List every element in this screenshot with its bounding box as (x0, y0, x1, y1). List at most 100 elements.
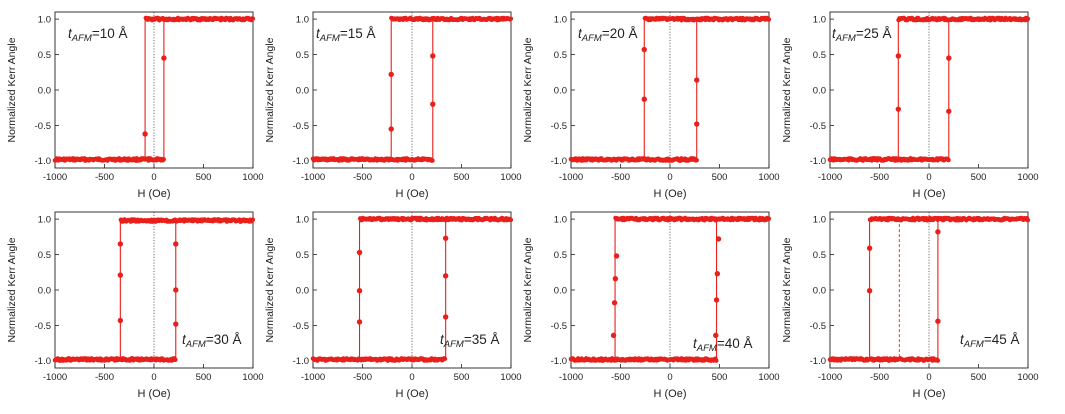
y-axis-label: Normalized Kerr Angle (781, 37, 793, 142)
y-tick-label: -1.0 (293, 156, 309, 167)
transition-point (117, 272, 124, 278)
transition-point (715, 236, 722, 242)
y-tick-label: 0.5 (296, 250, 309, 261)
thickness-label: tAFM=30 Å (182, 332, 241, 350)
transition-point (610, 332, 617, 339)
transition-point (442, 235, 449, 241)
x-tick-label: 0 (926, 172, 931, 183)
x-tick-label: 500 (971, 172, 987, 183)
transition-point (173, 287, 179, 293)
transition-point (430, 53, 436, 59)
data-point (442, 356, 448, 362)
x-tick-label: 0 (409, 172, 414, 183)
transition-point (895, 53, 902, 59)
y-tick-label: 0.0 (38, 285, 51, 296)
y-tick-label: -1.0 (35, 156, 51, 167)
transition-point (388, 126, 394, 132)
x-tick-label: -500 (870, 172, 889, 183)
panel-4: -1000 -500 0 500 1000 -1.0 -0.5 0.0 0.5 1.0 H (Oe)… (781, 11, 1039, 200)
x-tick-label: -500 (611, 172, 630, 183)
y-tick-label: 1.0 (38, 214, 51, 225)
y-tick-label: -1.0 (810, 356, 826, 367)
panel-3: -1000 -500 0 500 1000 -1.0 -0.5 0.0 0.5 1.0 H (Oe)… (522, 11, 780, 200)
y-tick-label: 0.0 (296, 285, 309, 296)
y-tick-label: 1.0 (813, 14, 826, 25)
transition-point (356, 319, 363, 325)
transition-point (895, 106, 902, 112)
transition-point (641, 46, 647, 53)
transition-point (442, 273, 449, 279)
thickness-label: tAFM=25 Å (832, 26, 891, 44)
x-tick-label: 1000 (758, 172, 779, 183)
x-tick-label: -1000 (559, 172, 583, 183)
y-tick-label: 0.0 (813, 285, 826, 296)
y-tick-label: -0.5 (293, 121, 309, 132)
y-axis-label: Normalized Kerr Angle (264, 237, 276, 342)
panel-7: -1000 -500 0 500 1000 -1.0 -0.5 0.0 0.5 1.0 H (Oe)… (522, 211, 780, 400)
data-point (172, 357, 178, 363)
x-axis-label: H (Oe) (396, 188, 429, 200)
data-point (766, 17, 772, 22)
transition-point (714, 270, 721, 277)
x-tick-label: 0 (667, 172, 672, 183)
transition-point (356, 288, 363, 294)
y-tick-label: 1.0 (296, 14, 309, 25)
x-tick-label: 1000 (500, 372, 521, 383)
y-tick-label: 0.0 (554, 85, 567, 96)
panel-1: -1000 -500 0 500 1000 -1.0 -0.5 0.0 0.5 1.0 H (Oe)… (6, 11, 264, 200)
transition-point (442, 314, 449, 320)
y-tick-label: -1.0 (810, 156, 826, 167)
data-point (508, 217, 514, 223)
x-tick-label: 1000 (242, 372, 263, 383)
y-tick-label: 0.0 (554, 285, 567, 296)
transition-point (142, 131, 148, 137)
transition-point (613, 253, 620, 259)
x-tick-label: 0 (151, 172, 156, 183)
thickness-label: tAFM=20 Å (578, 26, 637, 44)
thickness-label: tAFM=10 Å (68, 26, 127, 44)
y-tick-label: -1.0 (293, 356, 309, 367)
transition-point (946, 55, 952, 61)
transition-point (694, 77, 700, 83)
y-tick-label: 0.5 (296, 50, 309, 61)
x-tick-label: 500 (454, 372, 470, 383)
x-tick-label: 500 (196, 372, 212, 383)
transition-point (356, 249, 363, 256)
y-axis-label: Normalized Kerr Angle (264, 37, 276, 142)
x-tick-label: -500 (611, 372, 630, 383)
transition-point (641, 96, 647, 102)
x-tick-label: 1000 (242, 172, 263, 183)
x-tick-label: -500 (95, 172, 114, 183)
y-tick-label: 0.5 (554, 50, 567, 61)
x-tick-label: -1000 (818, 372, 842, 383)
x-tick-label: -1000 (43, 172, 67, 183)
x-tick-label: -1000 (301, 372, 325, 383)
transition-point (161, 55, 167, 61)
x-tick-label: 1000 (758, 372, 779, 383)
x-axis-label: H (Oe) (138, 188, 171, 200)
y-axis-label: Normalized Kerr Angle (781, 237, 793, 342)
panel-8: -1000 -500 0 500 1000 -1.0 -0.5 0.0 0.5 1.0 H (Oe)… (781, 211, 1039, 400)
thickness-label: tAFM=15 Å (316, 26, 375, 44)
transition-point (935, 229, 941, 235)
y-axis-label: Normalized Kerr Angle (6, 237, 18, 342)
x-axis-label: H (Oe) (654, 388, 687, 400)
x-tick-label: 500 (971, 372, 987, 383)
transition-point (611, 300, 618, 306)
transition-point (866, 245, 873, 251)
y-tick-label: 1.0 (813, 214, 826, 225)
x-tick-label: 1000 (1017, 372, 1038, 383)
x-tick-label: 1000 (1017, 172, 1038, 183)
x-tick-label: -500 (353, 172, 372, 183)
y-tick-label: -1.0 (551, 156, 567, 167)
panel-6: -1000 -500 0 500 1000 -1.0 -0.5 0.0 0.5 1.0 H (Oe)… (264, 211, 522, 400)
x-tick-label: 500 (712, 172, 728, 183)
transition-point (173, 241, 179, 247)
data-point (766, 216, 772, 221)
panel-2: -1000 -500 0 500 1000 -1.0 -0.5 0.0 0.5 1.0 H (Oe)… (264, 11, 522, 200)
y-tick-label: -0.5 (551, 121, 567, 132)
y-tick-label: 1.0 (38, 14, 51, 25)
y-tick-label: -1.0 (35, 356, 51, 367)
